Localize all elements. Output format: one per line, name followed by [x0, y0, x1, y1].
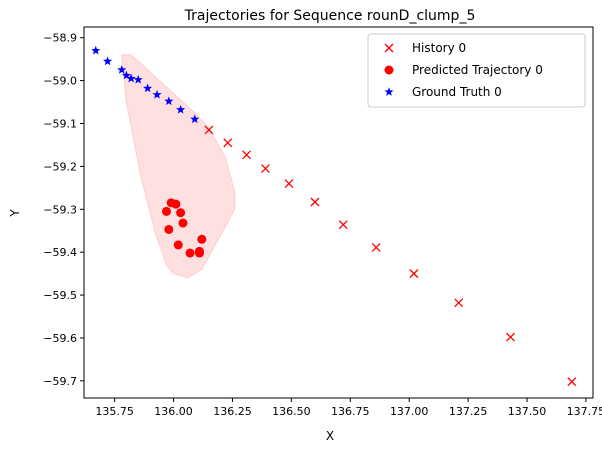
history-point [338, 220, 348, 230]
legend-label: History 0 [412, 41, 466, 55]
series-predicted-points [161, 198, 207, 258]
ground-truth-point [143, 83, 153, 93]
x-tick-label: 136.50 [272, 405, 311, 418]
predicted-point [185, 248, 195, 258]
legend-box [367, 33, 586, 108]
y-tick-label: −59.5 [43, 289, 77, 302]
predicted-point [178, 218, 188, 228]
series-ground-truth-points [91, 45, 200, 124]
history-point [409, 269, 419, 279]
y-tick-label: −59.4 [43, 246, 77, 259]
y-tick-label: −58.9 [43, 32, 77, 45]
predicted-point [176, 208, 186, 218]
legend-marker-history-point [384, 43, 394, 53]
ground-truth-point [164, 96, 174, 106]
y-tick-label: −59.0 [43, 75, 77, 88]
predicted-point [197, 234, 207, 244]
x-axis-label: X [326, 429, 334, 443]
x-tick-label: 136.00 [154, 405, 193, 418]
uncertainty-region [121, 54, 236, 279]
chart-title: Trajectories for Sequence rounD_clump_5 [184, 8, 476, 24]
x-tick-label: 137.25 [449, 405, 488, 418]
plot-layer [91, 45, 577, 387]
history-point [284, 179, 294, 189]
y-axis-label: Y [8, 209, 22, 218]
legend-label: Ground Truth 0 [412, 85, 502, 99]
x-tick-label: 137.00 [390, 405, 429, 418]
ground-truth-point [121, 70, 131, 80]
legend-marker-predicted-point [384, 65, 394, 75]
predicted-point [164, 224, 174, 234]
y-tick-label: −59.7 [43, 375, 77, 388]
y-tick-label: −59.2 [43, 160, 77, 173]
history-point [567, 377, 577, 387]
ground-truth-point [190, 114, 200, 124]
history-point [204, 125, 214, 135]
ground-truth-point [176, 104, 186, 114]
y-tick-label: −59.6 [43, 332, 77, 345]
ground-truth-point [91, 45, 101, 55]
history-point [310, 197, 320, 207]
x-tick-label: 136.25 [213, 405, 252, 418]
ground-truth-point [126, 73, 136, 83]
legend: History 0 Predicted Trajectory 0 Ground Tr… [367, 33, 586, 108]
history-point [506, 332, 515, 342]
y-tick-label: −59.3 [43, 203, 77, 216]
predicted-point [161, 206, 171, 216]
predicted-point [173, 240, 183, 250]
x-tick-label: 136.75 [331, 405, 370, 418]
legend-label: Predicted Trajectory 0 [412, 63, 543, 77]
history-point [454, 298, 464, 308]
y-axis-ticks: −58.9 −59.0 −59.1 −59.2 −59.3 −59.4 −59.5 −59.6… [43, 32, 84, 388]
history-point [242, 150, 252, 160]
history-point [260, 164, 270, 173]
x-tick-label: 135.75 [95, 405, 134, 418]
ground-truth-point [117, 65, 127, 74]
plot-frame [83, 26, 594, 399]
x-axis-ticks: 135.75 136.00 136.25 136.50 136.75 137.00 137.… [95, 398, 602, 418]
y-tick-label: −59.1 [43, 118, 77, 131]
x-tick-label: 137.50 [508, 405, 547, 418]
ground-truth-point [152, 89, 162, 99]
legend-marker-ground-truth-point [384, 87, 394, 96]
ground-truth-point [103, 56, 113, 66]
x-tick-label: 137.75 [567, 405, 602, 418]
series-history-points [204, 125, 577, 387]
ground-truth-point [133, 74, 143, 84]
history-point [223, 138, 233, 148]
predicted-point [194, 248, 204, 258]
history-point [371, 242, 381, 252]
predicted-point [171, 199, 181, 209]
